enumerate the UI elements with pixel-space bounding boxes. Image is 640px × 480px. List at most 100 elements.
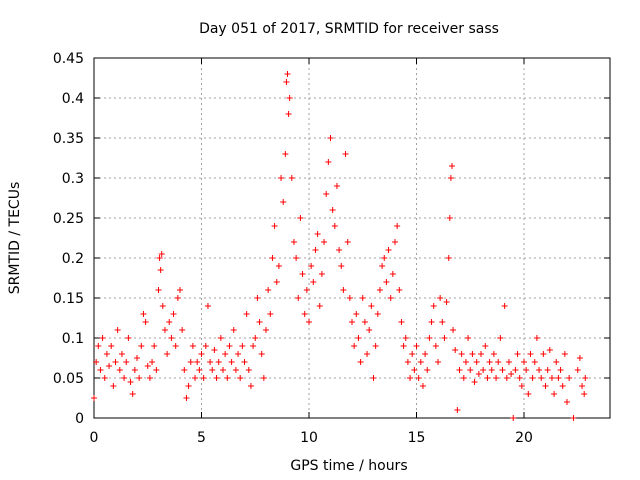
data-point [447, 175, 454, 181]
data-point [407, 375, 414, 381]
data-point [566, 375, 573, 381]
data-point [482, 343, 489, 349]
data-point [480, 367, 487, 373]
data-point [544, 367, 551, 373]
data-point [157, 267, 164, 273]
data-point [243, 311, 250, 317]
data-point [310, 279, 317, 285]
data-point [323, 191, 330, 197]
y-tick-labels: 0 0.05 0.1 0.15 0.2 0.25 0.3 0.35 0.4 0.45 [53, 51, 84, 427]
data-point [542, 383, 549, 389]
data-point [503, 375, 510, 381]
data-point [516, 375, 523, 381]
data-point [392, 239, 398, 245]
data-point [241, 359, 248, 365]
data-point [321, 239, 328, 245]
data-point [271, 223, 278, 229]
data-point [462, 359, 469, 365]
data-point [202, 343, 209, 349]
data-point [428, 319, 435, 325]
data-point [114, 327, 121, 333]
data-point [553, 359, 560, 365]
data-point [333, 183, 340, 189]
data-point [204, 303, 211, 309]
data-point [576, 355, 583, 361]
data-point [153, 367, 160, 373]
data-point [411, 367, 418, 373]
data-point [374, 311, 381, 317]
data-point [505, 359, 512, 365]
data-point [344, 239, 351, 245]
data-point [557, 367, 564, 373]
data-point [125, 335, 132, 341]
data-point [467, 367, 474, 373]
data-point [488, 367, 495, 373]
data-point [448, 163, 455, 169]
data-point [548, 375, 555, 381]
data-point [295, 295, 302, 301]
data-point [192, 375, 199, 381]
data-point [170, 311, 177, 317]
data-point [353, 311, 360, 317]
data-point [108, 343, 115, 349]
data-point [129, 391, 136, 397]
data-point [220, 367, 226, 373]
data-point [381, 255, 388, 261]
data-point [486, 359, 493, 365]
data-point [224, 375, 231, 381]
data-point [185, 383, 192, 389]
data-point [144, 363, 151, 369]
data-point [314, 231, 321, 237]
data-point [385, 247, 392, 253]
data-point [510, 415, 517, 421]
data-point [527, 351, 534, 357]
data-point [245, 367, 252, 373]
data-point [424, 367, 431, 373]
data-point [355, 335, 362, 341]
data-point [389, 271, 396, 277]
data-point [159, 303, 166, 309]
data-point [495, 359, 502, 365]
data-point [273, 279, 280, 285]
data-point [166, 319, 173, 325]
data-point [209, 367, 216, 373]
data-point [258, 351, 265, 357]
data-point [338, 263, 345, 269]
data-point [235, 351, 242, 357]
data-point [116, 367, 123, 373]
y-tick-label: 0.25 [53, 211, 84, 227]
data-point [454, 407, 461, 413]
data-point [458, 351, 465, 357]
data-point [501, 303, 508, 309]
data-point [538, 375, 545, 381]
data-point [222, 351, 229, 357]
data-point [263, 327, 269, 333]
y-tick-label: 0.3 [62, 171, 84, 187]
data-point [95, 343, 102, 349]
data-point [207, 359, 214, 365]
data-point [189, 343, 196, 349]
data-point [452, 347, 459, 353]
data-point [394, 223, 401, 229]
data-point [306, 319, 312, 325]
axis-ticks [93, 57, 610, 419]
y-tick-label: 0.45 [53, 51, 84, 67]
data-point [237, 375, 244, 381]
data-point [525, 391, 532, 397]
data-point [312, 247, 319, 253]
data-point [151, 343, 158, 349]
data-point [443, 299, 450, 305]
data-point [404, 359, 411, 365]
data-point [478, 351, 484, 357]
data-point [329, 207, 336, 213]
data-point [140, 311, 147, 317]
data-point [303, 287, 310, 293]
data-point [267, 311, 274, 317]
x-axis-label: GPS time / hours [290, 458, 407, 474]
data-point [215, 359, 222, 365]
data-point [149, 359, 156, 365]
data-point [297, 215, 304, 221]
data-point [265, 287, 272, 293]
grid-lines [94, 58, 610, 418]
